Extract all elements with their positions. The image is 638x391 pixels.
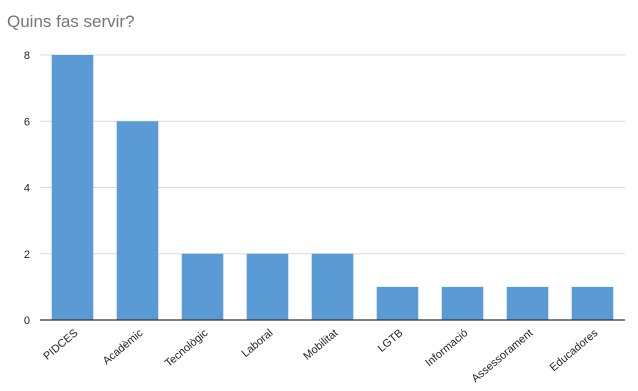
x-tick-label: Assessorament bbox=[470, 327, 536, 385]
x-tick-label: Educadores bbox=[548, 327, 601, 374]
y-tick-label: 2 bbox=[24, 249, 30, 261]
y-tick-label: 4 bbox=[24, 183, 30, 195]
bar bbox=[506, 286, 549, 320]
y-tick-label: 8 bbox=[24, 50, 30, 62]
bar bbox=[571, 286, 614, 320]
bar bbox=[441, 286, 484, 320]
chart-title: Quins fas servir? bbox=[7, 12, 135, 31]
bar bbox=[181, 253, 224, 320]
x-tick-label: Mobilitat bbox=[301, 327, 340, 363]
x-tick-label: PIDCES bbox=[41, 327, 80, 363]
bars bbox=[51, 55, 614, 320]
x-axis-ticks: PIDCES Acadèmic Tecnològic Laboral Mobilitat… bbox=[41, 327, 600, 385]
y-axis-ticks: 0 2 4 6 8 bbox=[24, 50, 30, 327]
x-tick-label: LGTB bbox=[376, 327, 406, 355]
bar bbox=[376, 286, 419, 320]
bar bbox=[311, 253, 354, 320]
y-tick-label: 0 bbox=[24, 315, 30, 327]
y-tick-label: 6 bbox=[24, 116, 30, 128]
x-tick-label: Laboral bbox=[240, 327, 276, 360]
bar bbox=[51, 55, 94, 320]
x-tick-label: Tecnològic bbox=[163, 327, 211, 370]
bar bbox=[116, 121, 159, 320]
x-tick-label: Acadèmic bbox=[101, 327, 146, 368]
x-tick-label: Informació bbox=[423, 327, 470, 369]
bar bbox=[246, 253, 289, 320]
